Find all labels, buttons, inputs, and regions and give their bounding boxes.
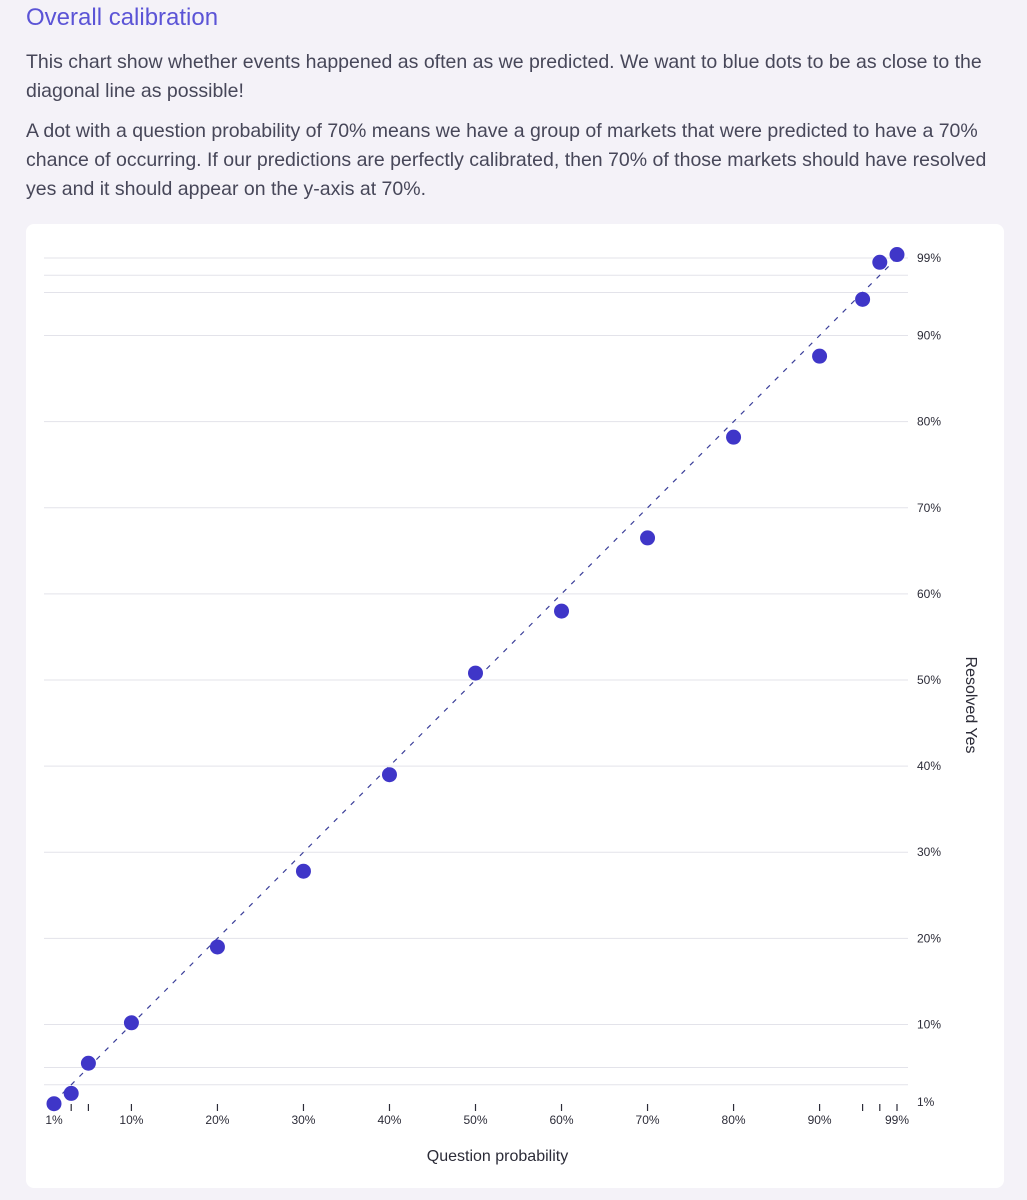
calibration-chart: 1% 10% 20% 30% 40% 50% 60% 70% 80% 90% 99% 1% 10% 20%… [44,247,979,1165]
x-tick-label: 30% [291,1113,315,1127]
y-tick-label: 60% [917,587,941,601]
y-axis: 1% 10% 20% 30% 40% 50% 60% 70% 80% 90% 99% [917,251,941,1109]
data-point [554,603,570,619]
data-point [295,863,311,879]
data-point [123,1015,139,1031]
x-tick-label: 1% [45,1113,63,1127]
section-title: Overall calibration [26,4,219,31]
data-point [812,348,828,364]
x-tick-label: 90% [808,1113,832,1127]
x-tick-label: 40% [377,1113,401,1127]
x-tick-label: 20% [205,1113,229,1127]
y-tick-label: 40% [917,759,941,773]
y-tick-label: 50% [917,673,941,687]
y-tick-label: 90% [917,329,941,343]
data-point [80,1055,96,1071]
x-tick-label: 50% [463,1113,487,1127]
description-paragraph-1: This chart show whether events happened … [26,51,982,102]
data-point [468,665,483,681]
y-tick-label: 99% [917,251,941,265]
y-tick-label: 30% [917,845,941,859]
data-point [46,1096,62,1112]
x-axis-title: Question probability [427,1148,568,1165]
gridlines [44,257,908,1086]
data-point [889,247,905,263]
x-tick-label: 10% [119,1113,143,1127]
x-axis: 1% 10% 20% 30% 40% 50% 60% 70% 80% 90% 99% [45,1104,909,1127]
x-tick-label: 60% [550,1113,574,1127]
x-tick-label: 80% [722,1113,746,1127]
y-tick-label: 1% [917,1095,935,1109]
data-point [872,254,888,270]
data-point [726,429,742,445]
data-point [855,291,871,307]
y-tick-label: 80% [917,415,941,429]
x-tick-label: 99% [885,1113,909,1127]
y-axis-title: Resolved Yes [962,657,979,754]
calibration-chart-card: 1% 10% 20% 30% 40% 50% 60% 70% 80% 90% 99% 1% 10% 20%… [26,224,1004,1188]
data-point [209,939,225,955]
y-tick-label: 10% [917,1017,941,1031]
y-tick-label: 20% [917,931,941,945]
y-tick-label: 70% [917,501,941,515]
data-point [63,1085,79,1101]
x-tick-label: 70% [636,1113,660,1127]
data-point [640,530,656,546]
data-points [46,247,905,1112]
data-point [381,767,397,783]
description-paragraph-2: A dot with a question probability of 70%… [26,120,987,200]
